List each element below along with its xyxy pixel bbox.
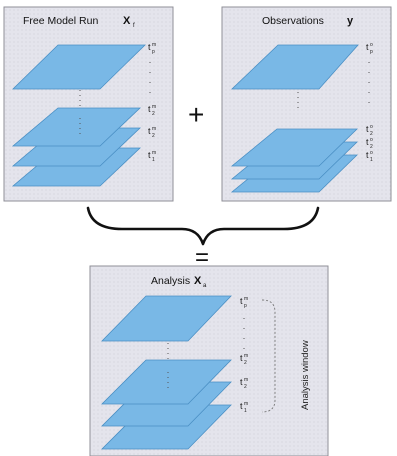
t-sup: m — [152, 104, 156, 110]
t-sup: o — [370, 150, 373, 156]
analysis-symbol-sub: a — [203, 283, 207, 289]
t-sub: 2 — [244, 384, 247, 390]
equals-operator: = — [195, 244, 209, 271]
t-sup: m — [244, 353, 248, 359]
free-run-time-label-2a: t m 2 — [148, 104, 156, 117]
analysis-time-label-p: t m p — [240, 296, 248, 309]
t-label: t — [240, 377, 243, 387]
t-label: t — [240, 353, 243, 363]
t-sub: 2 — [370, 131, 373, 137]
model-layer-2a — [11, 107, 142, 147]
t-sub: p — [244, 303, 247, 309]
t-sub: p — [370, 49, 373, 55]
t-label: t — [366, 150, 369, 160]
t-sup: m — [244, 377, 248, 383]
analysis-panel: Analysis X a t m p t m 2 t m 2 t m 1 — [89, 265, 329, 456]
analysis-time-label-2b: t m 2 — [240, 377, 248, 390]
t-label: t — [148, 126, 151, 136]
t-label: t — [366, 42, 369, 52]
obs-time-label-2b: t o 2 — [366, 137, 373, 150]
t-sub: 1 — [152, 157, 155, 163]
t-label: t — [148, 42, 151, 52]
t-sup: m — [244, 296, 248, 302]
t-label: t — [366, 124, 369, 134]
observations-title: Observations — [262, 15, 324, 27]
observations-symbol: y — [347, 15, 354, 27]
t-sup: m — [244, 401, 248, 407]
t-sup: o — [370, 124, 373, 130]
t-label: t — [148, 104, 151, 114]
t-label: t — [240, 296, 243, 306]
t-sup: o — [370, 137, 373, 143]
free-run-symbol: X — [123, 15, 131, 27]
t-sup: m — [152, 42, 156, 48]
t-sub: 2 — [152, 111, 155, 117]
t-label: t — [240, 401, 243, 411]
t-sup: m — [152, 150, 156, 156]
analysis-window-label: Analysis window — [300, 340, 311, 410]
obs-time-label-1: t o 1 — [366, 150, 373, 163]
obs-layer-2a — [230, 128, 358, 167]
free-run-title: Free Model Run — [23, 15, 98, 27]
t-sub: 2 — [152, 133, 155, 139]
analysis-time-label-2a: t m 2 — [240, 353, 248, 366]
t-sub: 1 — [370, 157, 373, 163]
analysis-layer-p — [101, 295, 232, 342]
analysis-layer-2a — [101, 359, 232, 405]
obs-time-label-2a: t o 2 — [366, 124, 373, 137]
observations-panel: Observations y t o p t o 2 t o 2 t o 1 — [221, 6, 392, 202]
t-sup: m — [152, 126, 156, 132]
t-label: t — [148, 150, 151, 160]
obs-layer-p — [231, 44, 359, 90]
analysis-time-label-1: t m 1 — [240, 401, 248, 414]
t-label: t — [366, 137, 369, 147]
t-sup: o — [370, 42, 373, 48]
combine-brace — [86, 206, 320, 246]
plus-operator: + — [188, 99, 204, 130]
free-run-time-label-2b: t m 2 — [148, 126, 156, 139]
analysis-title: Analysis — [151, 275, 190, 287]
t-sub: p — [152, 49, 155, 55]
free-model-run-panel: Free Model Run X f t m p t m 2 t m 2 — [3, 6, 174, 202]
model-layer-p — [12, 44, 146, 90]
analysis-symbol: X — [194, 275, 202, 287]
t-sub: 2 — [370, 144, 373, 150]
free-run-symbol-sub: f — [133, 23, 135, 29]
t-sub: 1 — [244, 408, 247, 414]
analysis-window-bracket — [261, 299, 276, 413]
t-sub: 2 — [244, 360, 247, 366]
free-run-time-label-1: t m 1 — [148, 150, 156, 163]
obs-time-label-p: t o p — [366, 42, 373, 55]
free-run-time-label-p: t m p — [148, 42, 156, 55]
